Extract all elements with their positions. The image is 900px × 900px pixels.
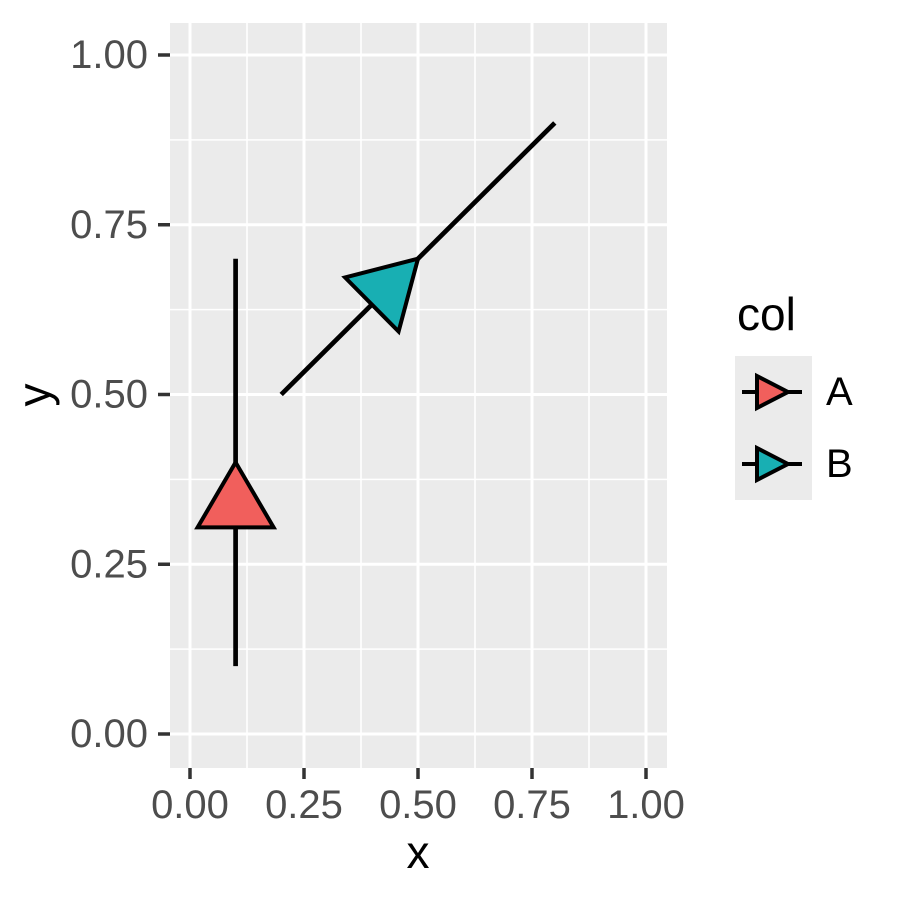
y-tick-label: 1.00 <box>70 33 148 77</box>
legend-title: col <box>737 288 796 340</box>
axes-layer: 0.00 0.25 0.50 0.75 1.00 0.00 0.25 0.50 0.75 1.00 <box>70 33 685 827</box>
x-tick-label: 1.00 <box>607 783 685 827</box>
arrowhead-A <box>194 458 278 530</box>
y-tick-label: 0.25 <box>70 542 148 586</box>
series-layer <box>194 121 557 667</box>
x-tick-label: 0.50 <box>379 783 457 827</box>
arrowhead-B <box>341 255 421 336</box>
x-tick-label: 0.75 <box>493 783 571 827</box>
legend: col AB <box>735 288 853 500</box>
gridlines-major <box>170 23 667 768</box>
y-tick-label: 0.00 <box>70 712 148 756</box>
x-tick-label: 0.25 <box>265 783 343 827</box>
legend-label-A: A <box>826 370 853 414</box>
legend-label-B: B <box>826 442 853 486</box>
y-tick-label: 0.75 <box>70 203 148 247</box>
y-tick-label: 0.50 <box>70 373 148 417</box>
legend-keys: AB <box>735 356 853 500</box>
x-axis-title: x <box>407 826 430 878</box>
y-axis-title: y <box>8 384 60 407</box>
x-tick-label: 0.00 <box>151 783 229 827</box>
legend-key-arrow-B <box>755 444 793 484</box>
legend-key-arrow-A <box>755 372 793 412</box>
